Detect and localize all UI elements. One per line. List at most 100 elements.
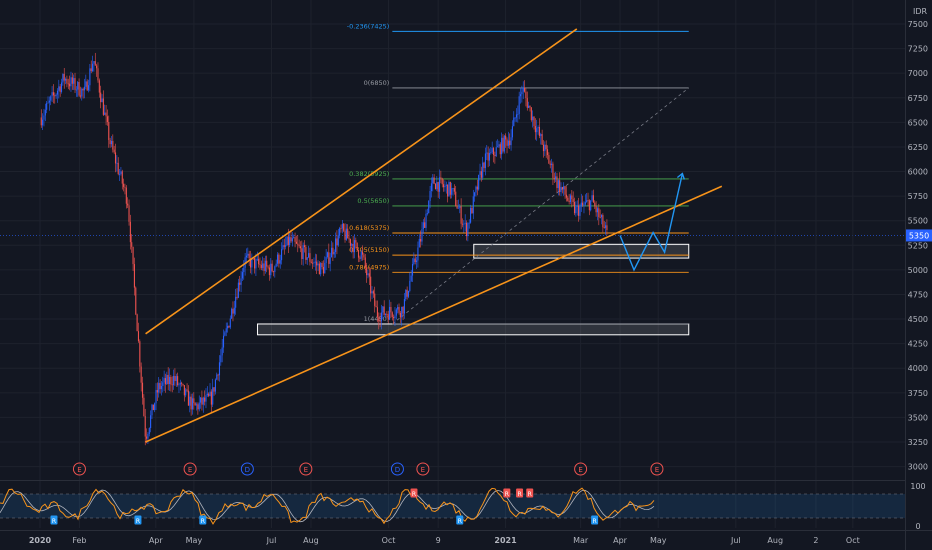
candle-body	[425, 213, 427, 228]
candle-body	[231, 308, 233, 319]
event-marker-circle[interactable]	[650, 462, 664, 476]
candle-body	[255, 259, 257, 269]
price-tick-label: 4250	[908, 340, 928, 349]
oscillator-signal-marker[interactable]	[516, 488, 524, 498]
candle-body	[576, 205, 578, 207]
candle-body	[391, 312, 393, 317]
candle-body	[553, 177, 555, 180]
event-marker-circle[interactable]	[390, 462, 404, 476]
candle-body	[557, 180, 559, 189]
event-marker-circle[interactable]	[183, 462, 197, 476]
candle-body	[606, 225, 608, 230]
candle-body	[459, 206, 461, 208]
candle-body	[341, 223, 343, 229]
time-axis[interactable]: 2020 Feb Apr May Jul Aug Oct 9 2021 Mar Apr May Jul A…	[29, 536, 860, 545]
candle-body	[536, 128, 538, 133]
candle-body	[233, 307, 235, 314]
candle-body	[605, 225, 607, 228]
candle-body	[371, 291, 373, 294]
fib-level-label: -0.236(7425)	[347, 22, 390, 30]
event-marker-circle[interactable]	[416, 462, 430, 476]
candle-body	[98, 80, 100, 93]
oscillator-signal-marker[interactable]	[526, 488, 534, 498]
candle-body	[229, 318, 231, 328]
candle-body	[282, 245, 284, 250]
candle-body	[347, 228, 349, 239]
candle-body	[135, 287, 137, 315]
candle-body	[232, 308, 234, 314]
candle-body	[190, 396, 192, 410]
candle-body	[55, 94, 57, 97]
candle-body	[148, 427, 150, 434]
candle-body	[430, 183, 432, 191]
candle-body	[50, 96, 52, 101]
candle-body	[181, 382, 183, 384]
candle-body	[66, 78, 68, 84]
price-pane[interactable]: -0.236(7425) 0(6850) 0.382(5925) 0.5(5650) 0…	[40, 22, 723, 476]
projection-arrowhead	[676, 172, 686, 180]
candle-body	[271, 263, 273, 272]
candle-body	[528, 105, 530, 108]
oscillator-axis[interactable]: 100 0	[910, 482, 925, 531]
candle-body	[418, 238, 420, 248]
price-axis[interactable]: IDR 7500 7250 7000 6750 6500 6250 6000 5750 5500…	[906, 7, 932, 472]
candle-body	[313, 262, 315, 264]
candle-body	[384, 313, 387, 315]
candle-body	[495, 147, 497, 157]
oscillator-pane[interactable]: R R R RR R R R R	[0, 487, 905, 525]
event-marker-label: E	[421, 466, 425, 474]
candle-body	[432, 177, 434, 184]
candle-body	[414, 258, 416, 262]
oscillator-signal-marker[interactable]	[456, 515, 464, 525]
candle-body	[160, 385, 162, 390]
oscillator-signal-marker[interactable]	[134, 515, 142, 525]
candle-body	[136, 314, 138, 332]
candle-body	[200, 397, 202, 403]
candle-body	[123, 183, 125, 187]
candle-body	[156, 390, 158, 393]
candle-body	[213, 387, 215, 392]
oscillator-signal-marker[interactable]	[591, 515, 599, 525]
event-marker-circle[interactable]	[240, 462, 254, 476]
candle-body	[47, 102, 49, 104]
candle-body	[482, 162, 484, 178]
fib-level-label: 1(4450)	[364, 315, 390, 323]
candle-body	[210, 391, 212, 405]
candle-body	[204, 397, 206, 402]
oscillator-signal-marker[interactable]	[503, 488, 511, 498]
candle-body	[305, 247, 307, 260]
candle-body	[214, 379, 216, 392]
candle-body	[295, 241, 297, 244]
candle-body	[85, 81, 87, 87]
price-tick-label: 4750	[908, 290, 928, 299]
oscillator-signal-marker[interactable]	[199, 515, 207, 525]
oscillator-signal-marker[interactable]	[50, 515, 58, 525]
event-marker-circle[interactable]	[299, 462, 313, 476]
candle-body	[285, 245, 287, 247]
candle-body	[208, 393, 210, 396]
candle-body	[491, 148, 493, 153]
time-tick-label: 2021	[494, 536, 517, 545]
candle-body	[503, 135, 505, 152]
candle-body	[416, 260, 418, 262]
candle-body	[236, 296, 238, 298]
candle-body	[444, 186, 446, 188]
candle-body	[591, 195, 593, 201]
candle-body	[518, 96, 520, 114]
event-marker-circle[interactable]	[72, 462, 86, 476]
support-zone	[473, 243, 690, 259]
candle-body	[398, 307, 400, 313]
candle-body	[532, 116, 534, 121]
event-marker-circle[interactable]	[574, 462, 588, 476]
candle-body	[453, 188, 455, 192]
candle-body	[440, 177, 442, 179]
price-axis-unit: IDR	[913, 7, 928, 16]
oscillator-tick-label: 0	[915, 522, 920, 531]
candle-body	[336, 238, 338, 246]
candle-body	[545, 144, 547, 150]
candle-body	[299, 246, 302, 249]
price-tick-label: 6000	[908, 168, 928, 177]
oscillator-signal-marker[interactable]	[410, 488, 418, 498]
